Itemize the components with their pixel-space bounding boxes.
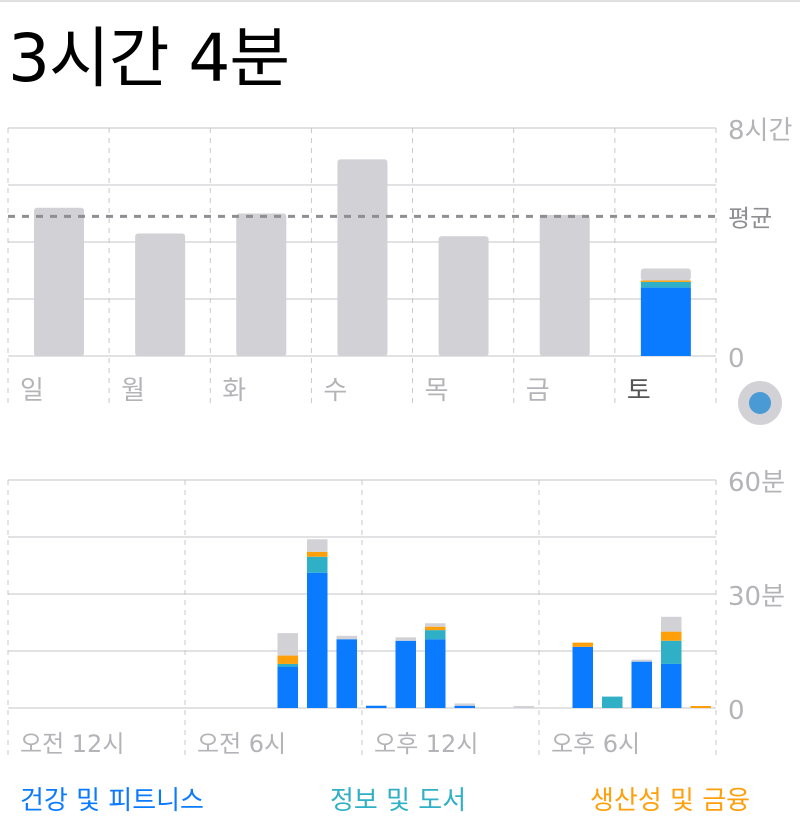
hour-bar-segment-blue bbox=[454, 705, 475, 708]
hour-bar-segment-orange bbox=[307, 551, 328, 557]
hour-bar-segment-orange bbox=[425, 626, 446, 631]
bar-금 bbox=[539, 214, 590, 356]
hour-bar-segment-orange bbox=[690, 706, 711, 708]
hour-bar-segment-orange bbox=[572, 642, 593, 647]
legend-information-reading[interactable]: 정보 및 도서 bbox=[330, 786, 467, 816]
hour-bar-segment-blue bbox=[366, 705, 387, 708]
legend-productivity-finance[interactable]: 생산성 및 금융 bbox=[590, 786, 751, 816]
hour-bar-segment-teal bbox=[307, 556, 328, 573]
hour-bar-segment-blue bbox=[631, 661, 652, 708]
y-zero-label: 0 bbox=[728, 344, 745, 374]
total-screen-time: 3시간 4분 bbox=[8, 20, 290, 97]
day-label: 월 bbox=[121, 376, 145, 406]
bar-segment-orange bbox=[640, 280, 691, 282]
day-label: 금 bbox=[526, 376, 550, 406]
hour-bar-segment-orange bbox=[277, 655, 298, 664]
hour-bar-segment-gray bbox=[395, 637, 416, 641]
day-label: 토 bbox=[627, 376, 651, 406]
hour-bar-segment-blue bbox=[425, 639, 446, 708]
hour-axis-label: 오전 12시 bbox=[20, 730, 124, 758]
hour-axis-label: 오전 6시 bbox=[197, 730, 286, 758]
hour-bar-segment-blue bbox=[277, 666, 298, 708]
hour-bar-segment-gray bbox=[454, 703, 475, 706]
bar-월 bbox=[135, 233, 186, 356]
legend-health-fitness[interactable]: 건강 및 피트니스 bbox=[20, 786, 204, 816]
bar-화 bbox=[236, 213, 287, 356]
hourly-chart[interactable]: 오전 12시 오전 6시 오후 12시 오후 6시 60분 30분 0 bbox=[0, 0, 800, 780]
bar-일 bbox=[34, 207, 84, 356]
hour-bar-segment-gray bbox=[307, 539, 328, 552]
hour-bar-segment-teal bbox=[277, 663, 298, 667]
hour-bar-segment-gray bbox=[425, 623, 446, 627]
day-label: 일 bbox=[20, 376, 44, 406]
hour-bar-segment-gray bbox=[631, 659, 652, 662]
day-label: 목 bbox=[425, 376, 449, 406]
hour-bar-segment-blue bbox=[572, 646, 593, 708]
hour-bar-segment-blue bbox=[307, 572, 328, 708]
top-divider bbox=[0, 0, 800, 2]
y-max-label: 60분 bbox=[728, 468, 785, 498]
hour-bar-segment-blue bbox=[336, 639, 357, 708]
y-mid-label: 30분 bbox=[728, 582, 785, 612]
hour-bar-segment-blue bbox=[661, 663, 682, 708]
hour-axis-label: 오후 6시 bbox=[551, 730, 640, 758]
hour-bar-segment-orange bbox=[661, 631, 682, 641]
bar-segment-blue bbox=[640, 287, 691, 356]
bar-수 bbox=[337, 159, 388, 356]
weekly-chart[interactable]: 일 월 화 수 목 금 토 평균 8시간 0 bbox=[0, 0, 800, 430]
hour-bar-segment-gray bbox=[661, 616, 682, 632]
scroll-indicator-dot bbox=[749, 392, 771, 414]
hour-bar-segment-gray bbox=[277, 633, 298, 656]
day-label: 화 bbox=[222, 376, 246, 406]
hour-bar-segment-teal bbox=[425, 630, 446, 640]
bar-segment-teal bbox=[640, 281, 691, 288]
day-label: 수 bbox=[323, 376, 347, 406]
bar-목 bbox=[438, 236, 489, 356]
average-label: 평균 bbox=[728, 204, 772, 232]
bar-segment-gray bbox=[640, 268, 691, 281]
hour-bar-segment-teal bbox=[602, 696, 623, 708]
hour-axis-label: 오후 12시 bbox=[374, 730, 478, 758]
hour-bar-segment-gray bbox=[513, 706, 534, 708]
y-max-label: 8시간 bbox=[728, 116, 792, 146]
hour-bar-segment-blue bbox=[395, 640, 416, 708]
hour-bar-segment-teal bbox=[661, 640, 682, 664]
y-zero-label: 0 bbox=[728, 696, 745, 726]
hour-bar-segment-gray bbox=[336, 635, 357, 640]
